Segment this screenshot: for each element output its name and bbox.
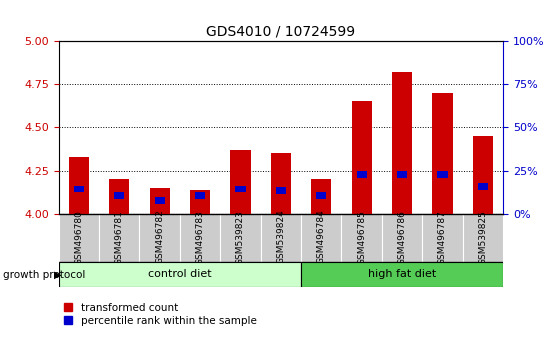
Text: GSM539823: GSM539823 <box>236 210 245 264</box>
Text: GSM539824: GSM539824 <box>276 210 286 264</box>
Bar <box>59 262 301 287</box>
Bar <box>397 171 407 178</box>
Bar <box>301 262 503 287</box>
Bar <box>352 101 372 214</box>
Bar <box>438 171 448 178</box>
Bar <box>140 214 180 262</box>
Bar <box>59 214 99 262</box>
Text: GSM496784: GSM496784 <box>317 210 326 264</box>
Bar <box>109 179 129 214</box>
Bar <box>220 214 260 262</box>
Bar <box>230 150 250 214</box>
Bar <box>190 190 210 214</box>
Text: GSM496786: GSM496786 <box>397 210 406 264</box>
Bar <box>276 187 286 194</box>
Bar <box>342 214 382 262</box>
Bar <box>382 214 422 262</box>
Text: GSM496783: GSM496783 <box>196 210 205 264</box>
Text: GSM496785: GSM496785 <box>357 210 366 264</box>
Bar <box>478 183 488 190</box>
Bar <box>69 157 89 214</box>
Bar <box>357 171 367 178</box>
Bar <box>114 192 124 199</box>
Text: control diet: control diet <box>148 269 212 279</box>
Bar <box>311 179 331 214</box>
Bar <box>180 214 220 262</box>
Legend: transformed count, percentile rank within the sample: transformed count, percentile rank withi… <box>64 303 257 326</box>
Bar <box>392 72 412 214</box>
Text: GSM539825: GSM539825 <box>479 210 487 264</box>
Bar <box>433 93 453 214</box>
Text: ▶: ▶ <box>54 270 61 280</box>
Bar <box>473 136 493 214</box>
Text: GSM496787: GSM496787 <box>438 210 447 264</box>
Text: growth protocol: growth protocol <box>3 270 85 280</box>
Title: GDS4010 / 10724599: GDS4010 / 10724599 <box>206 24 356 38</box>
Text: GSM496780: GSM496780 <box>74 210 83 264</box>
Bar <box>316 192 326 199</box>
Bar <box>99 214 140 262</box>
Bar <box>235 185 245 193</box>
Bar <box>301 214 342 262</box>
Text: GSM496781: GSM496781 <box>115 210 124 264</box>
Bar <box>271 154 291 214</box>
Bar <box>150 188 170 214</box>
Bar <box>74 185 84 193</box>
Bar <box>260 214 301 262</box>
Bar <box>195 192 205 199</box>
Bar <box>155 197 165 204</box>
Bar <box>463 214 503 262</box>
Bar <box>422 214 463 262</box>
Text: GSM496782: GSM496782 <box>155 210 164 264</box>
Text: high fat diet: high fat diet <box>368 269 436 279</box>
